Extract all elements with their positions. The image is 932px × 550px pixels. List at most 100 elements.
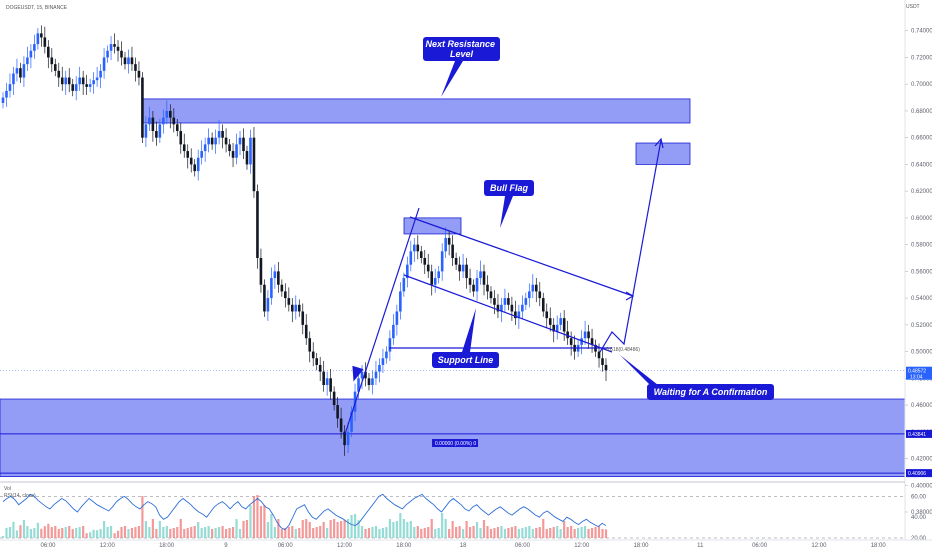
callout-bull-flag-text: Bull Flag [490, 183, 529, 193]
candle-body [144, 124, 148, 138]
volume-bar [364, 529, 367, 538]
candle [444, 227, 447, 258]
y-tick-label: 0.52000 [911, 323, 932, 329]
candle-body [392, 324, 395, 339]
candle-body [221, 131, 224, 138]
candle [489, 286, 493, 304]
candle [590, 328, 594, 353]
volume-bar [409, 521, 412, 538]
volume-bar [395, 521, 398, 538]
volume-bar [151, 519, 154, 538]
candle-body [301, 311, 305, 325]
candle [399, 282, 402, 320]
candle [461, 253, 465, 279]
volume-bar [535, 528, 538, 538]
projection-arrowhead [654, 137, 664, 149]
candle-body [214, 137, 217, 145]
candle [566, 320, 569, 345]
candle [85, 74, 88, 95]
candle [562, 310, 566, 341]
candle-body [311, 351, 315, 359]
y-tick-label: 0.72000 [911, 55, 932, 61]
candle-body [524, 298, 528, 305]
candle [336, 397, 339, 428]
candle-body [50, 57, 54, 65]
candle [343, 425, 346, 456]
x-tick-label: 18:00 [396, 543, 412, 549]
candle-body [175, 124, 179, 131]
candle-body [308, 338, 312, 352]
y-axis: 0.74000 0.72000 0.70000 0.68000 0.66000 0.640… [904, 0, 932, 540]
candle [200, 140, 203, 165]
volume-bar [503, 529, 507, 538]
candle [148, 106, 151, 131]
volume-bar [235, 519, 238, 538]
x-tick-label: 12:00 [811, 543, 827, 549]
candle-body [433, 278, 437, 285]
currency-label: USDT [906, 4, 920, 10]
volume-bar [322, 522, 325, 538]
candle [385, 346, 388, 364]
candle-body [189, 157, 193, 165]
volume-bar [465, 521, 468, 538]
candle [74, 76, 78, 101]
candle [33, 34, 36, 59]
candle-body [541, 298, 545, 312]
volume-bar [413, 527, 416, 538]
candle [601, 347, 604, 372]
candle-body [203, 144, 207, 152]
volume-bar [301, 520, 304, 538]
volume-bar [43, 526, 46, 538]
candle-body [106, 50, 109, 58]
candle [29, 44, 33, 69]
candle-body [406, 264, 409, 279]
candle-body [127, 57, 130, 65]
candle-body [193, 164, 197, 172]
volume-bar [552, 527, 555, 538]
candle [479, 260, 482, 285]
candle [381, 348, 385, 373]
y-tick-label: 0.40000 [911, 483, 932, 489]
candle [71, 78, 75, 97]
volume-bar [441, 513, 444, 538]
candle-body [430, 271, 434, 285]
candle [475, 270, 479, 301]
candle-body [329, 378, 332, 392]
candle [604, 358, 608, 381]
volume-bar [231, 527, 235, 538]
candle [67, 68, 71, 93]
candle-body [74, 84, 78, 91]
support-zone [0, 398, 906, 477]
volume-bar [531, 529, 534, 538]
candle [175, 118, 179, 137]
volume-bar [259, 506, 263, 538]
candle-body [123, 57, 127, 65]
x-tick-label: 18:00 [871, 543, 887, 549]
candle-body [210, 137, 214, 145]
volume-bar [54, 526, 57, 538]
candle-body [500, 304, 503, 312]
candle-body [57, 70, 61, 78]
candle-body [113, 44, 116, 47]
candle [273, 264, 277, 289]
volume-bar [580, 527, 583, 538]
candle-body [412, 244, 416, 252]
candle [409, 240, 413, 272]
volume-bar [434, 529, 437, 538]
candle-body [169, 110, 172, 118]
candle [144, 116, 148, 148]
volume-bar [524, 527, 527, 538]
candle-body [15, 68, 19, 74]
volume-bar [218, 527, 221, 538]
volume-bar [78, 527, 81, 538]
candle [559, 312, 562, 331]
candle-body [409, 251, 413, 265]
x-tick-label: 06:00 [278, 543, 294, 549]
candle-body [19, 68, 22, 78]
fib-618-label: 0.618(0.48486) [606, 347, 640, 353]
candle-body [88, 84, 92, 87]
candles-layer [1, 25, 608, 456]
chart-header: DOGEUSDT, 15, BINANCE USDT [6, 4, 920, 11]
candle [392, 314, 395, 345]
